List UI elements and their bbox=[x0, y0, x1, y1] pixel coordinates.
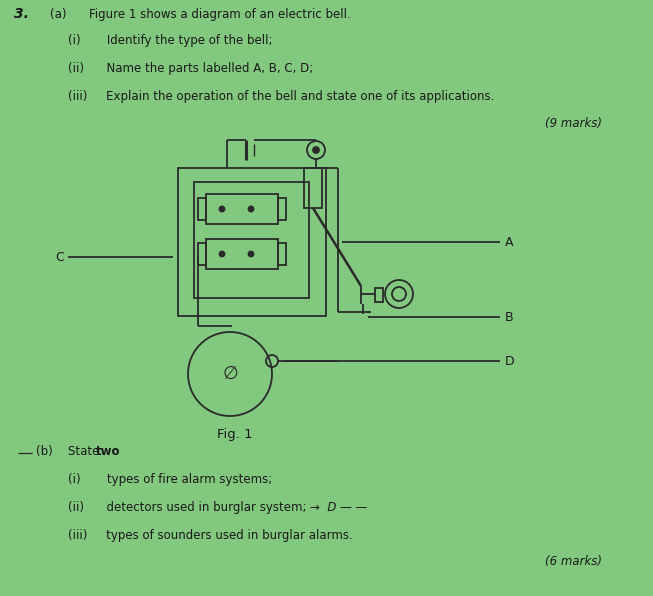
Text: Fig. 1: Fig. 1 bbox=[217, 428, 253, 441]
Text: C: C bbox=[55, 251, 64, 264]
Text: (6 marks): (6 marks) bbox=[545, 555, 602, 568]
Text: 3.: 3. bbox=[14, 7, 29, 21]
Bar bbox=[304, 168, 322, 208]
Bar bbox=[206, 194, 278, 224]
Text: D: D bbox=[505, 355, 515, 368]
Bar bbox=[278, 243, 286, 265]
Text: (i)       types of fire alarm systems;: (i) types of fire alarm systems; bbox=[68, 473, 272, 486]
Text: (b): (b) bbox=[36, 445, 53, 458]
Bar bbox=[198, 243, 206, 265]
Text: (9 marks): (9 marks) bbox=[545, 117, 602, 130]
Text: :: : bbox=[114, 445, 118, 458]
Text: (i)       Identify the type of the bell;: (i) Identify the type of the bell; bbox=[68, 34, 272, 47]
Circle shape bbox=[249, 206, 253, 212]
Text: B: B bbox=[505, 311, 514, 324]
Circle shape bbox=[219, 206, 225, 212]
Text: →  D — —: → D — — bbox=[310, 501, 368, 514]
Bar bbox=[194, 182, 309, 298]
Text: (a)      Figure 1 shows a diagram of an electric bell.: (a) Figure 1 shows a diagram of an elect… bbox=[50, 8, 351, 21]
Text: (ii)      detectors used in burglar system;: (ii) detectors used in burglar system; bbox=[68, 501, 306, 514]
Bar bbox=[198, 198, 206, 220]
Circle shape bbox=[249, 252, 253, 256]
Circle shape bbox=[313, 147, 319, 153]
Bar bbox=[206, 239, 278, 269]
Text: two: two bbox=[96, 445, 121, 458]
Text: (ii)      Name the parts labelled A, B, C, D;: (ii) Name the parts labelled A, B, C, D; bbox=[68, 62, 313, 75]
Text: (iii)     Explain the operation of the bell and state one of its applications.: (iii) Explain the operation of the bell … bbox=[68, 90, 494, 103]
Text: State: State bbox=[68, 445, 103, 458]
Text: $\varnothing$: $\varnothing$ bbox=[222, 365, 238, 383]
Text: (iii)     types of sounders used in burglar alarms.: (iii) types of sounders used in burglar … bbox=[68, 529, 353, 542]
Bar bbox=[375, 288, 383, 302]
Text: A: A bbox=[505, 236, 513, 249]
Bar bbox=[178, 168, 326, 316]
Circle shape bbox=[219, 252, 225, 256]
Bar bbox=[278, 198, 286, 220]
